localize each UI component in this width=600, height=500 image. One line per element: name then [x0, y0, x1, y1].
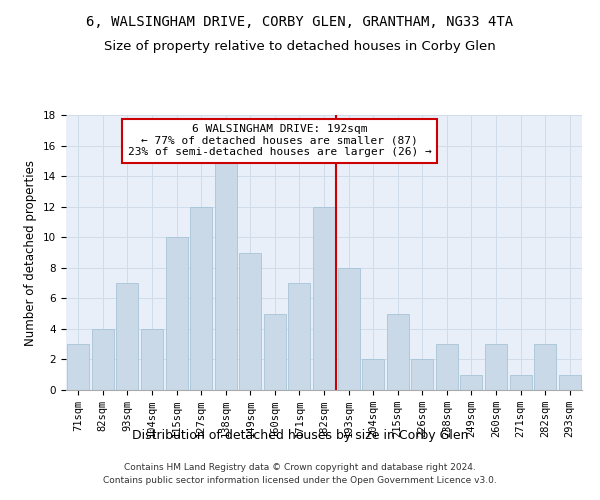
Bar	[92, 329, 114, 390]
Bar	[436, 344, 458, 390]
Bar	[338, 268, 359, 390]
Bar	[215, 161, 237, 390]
Bar	[166, 237, 188, 390]
Bar	[534, 344, 556, 390]
Bar	[313, 206, 335, 390]
Text: Size of property relative to detached houses in Corby Glen: Size of property relative to detached ho…	[104, 40, 496, 53]
Bar	[289, 283, 310, 390]
Bar	[411, 360, 433, 390]
Bar	[116, 283, 139, 390]
Text: 6 WALSINGHAM DRIVE: 192sqm
← 77% of detached houses are smaller (87)
23% of semi: 6 WALSINGHAM DRIVE: 192sqm ← 77% of deta…	[128, 124, 431, 158]
Bar	[141, 329, 163, 390]
Bar	[264, 314, 286, 390]
Bar	[190, 206, 212, 390]
Bar	[460, 374, 482, 390]
Text: 6, WALSINGHAM DRIVE, CORBY GLEN, GRANTHAM, NG33 4TA: 6, WALSINGHAM DRIVE, CORBY GLEN, GRANTHA…	[86, 15, 514, 29]
Text: Contains HM Land Registry data © Crown copyright and database right 2024.
Contai: Contains HM Land Registry data © Crown c…	[103, 464, 497, 485]
Bar	[362, 360, 384, 390]
Bar	[485, 344, 507, 390]
Bar	[559, 374, 581, 390]
Bar	[67, 344, 89, 390]
Bar	[386, 314, 409, 390]
Text: Distribution of detached houses by size in Corby Glen: Distribution of detached houses by size …	[132, 428, 468, 442]
Bar	[509, 374, 532, 390]
Y-axis label: Number of detached properties: Number of detached properties	[25, 160, 37, 346]
Bar	[239, 252, 262, 390]
